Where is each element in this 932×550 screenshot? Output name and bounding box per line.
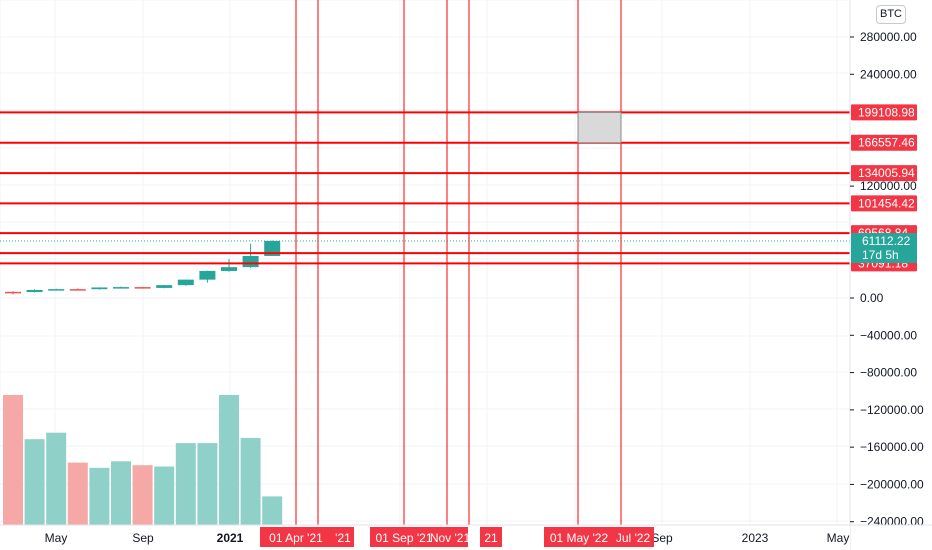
symbol-button[interactable]: BTC	[876, 5, 906, 24]
candle-body	[91, 287, 108, 290]
price-tick-label: −120000.00	[860, 403, 924, 417]
rectangle-drawing[interactable]	[577, 111, 622, 144]
vertical-line-date-tag[interactable]	[612, 527, 654, 547]
price-tick-label: −200000.00	[860, 477, 924, 491]
price-tick-label: 0.00	[860, 291, 884, 305]
volume-bar	[154, 466, 175, 525]
time-tick-label: May	[45, 531, 68, 545]
horizontal-levels[interactable]	[0, 111, 850, 265]
level-price-tag-label: 134005.94	[858, 166, 915, 180]
current-price-label: 61112.22	[862, 234, 911, 248]
candle-body	[5, 291, 21, 294]
time-axis[interactable]: May Sep 2021 Sep 2023 May 01 Apr '21 '21 01 Sep …	[0, 524, 932, 550]
candle-body	[199, 270, 216, 280]
price-tick-label: 240000.00	[860, 67, 917, 81]
candle-body	[221, 267, 237, 271]
candle-body	[134, 287, 151, 289]
vertical-line-date-tag-label: 21	[484, 531, 498, 545]
volume-bar	[197, 443, 218, 525]
vertical-line-date-tag-label: Nov '21	[430, 531, 471, 545]
vertical-line-date-tag-label: 01 Apr '21	[269, 531, 323, 545]
level-price-tag[interactable]	[851, 104, 917, 121]
candle-body	[113, 287, 129, 289]
time-tick-label: 2021	[217, 531, 244, 545]
level-price-tag[interactable]	[851, 165, 917, 182]
candle-body	[242, 255, 259, 268]
chart-grid	[0, 0, 850, 525]
vertical-line-date-tag-label: 01 Sep '21	[375, 531, 432, 545]
candle-body	[156, 285, 173, 288]
current-price-tag	[851, 233, 917, 264]
volume-bar	[132, 465, 153, 525]
price-tick-label: −240000.00	[860, 515, 924, 529]
volume-bar	[175, 443, 196, 525]
vertical-line-date-tag-label: 01 May '22	[550, 531, 609, 545]
level-price-tag-label: 101454.42	[858, 196, 915, 210]
candle-body	[177, 279, 194, 286]
vertical-line-date-tag[interactable]	[480, 527, 502, 547]
volume-bar	[111, 461, 131, 525]
time-tick-label: Sep	[132, 531, 154, 545]
vertical-line-date-tag[interactable]	[370, 527, 438, 547]
price-tick-label: −80000.00	[860, 366, 917, 380]
volume-bar	[262, 496, 283, 525]
level-price-tag[interactable]	[851, 134, 917, 151]
vertical-line-date-tag-label: Jul '22	[616, 531, 651, 545]
level-price-tag-label: 199108.98	[858, 105, 915, 119]
volume-pane	[3, 395, 283, 525]
candle-body	[26, 289, 43, 293]
candle-body	[69, 289, 86, 291]
time-tick-label: May	[827, 531, 850, 545]
time-tick-label: Sep	[651, 531, 673, 545]
volume-bar	[3, 395, 23, 525]
price-axis[interactable]: 280000.00 240000.00 120000.00 0.00 −40000.00…	[849, 0, 932, 550]
volume-bar	[219, 395, 239, 525]
vertical-line-date-tag[interactable]	[260, 527, 332, 547]
volume-bar	[240, 437, 261, 525]
price-tick-label: −160000.00	[860, 440, 924, 454]
bar-countdown-label: 17d 5h	[862, 248, 899, 262]
volume-bar	[24, 439, 45, 525]
rectangle-shape[interactable]	[577, 111, 622, 144]
vertical-line-date-tag[interactable]	[432, 527, 468, 547]
volume-bar	[89, 467, 110, 525]
price-tick-label: −40000.00	[860, 328, 917, 342]
time-tick-label: 2023	[742, 531, 769, 545]
price-axis-background	[850, 0, 932, 550]
candle-body	[48, 289, 65, 291]
vertical-line-date-tag[interactable]	[544, 527, 614, 547]
vertical-line-date-tag[interactable]	[332, 527, 354, 547]
price-tick-label: 280000.00	[860, 30, 917, 44]
price-tick-label: 120000.00	[860, 179, 917, 193]
vertical-line-date-tag-label: '21	[335, 531, 351, 545]
volume-bar	[67, 462, 88, 525]
volume-bar	[46, 432, 67, 525]
level-price-tag[interactable]	[851, 195, 917, 212]
level-price-tag-label: 166557.46	[858, 136, 915, 150]
